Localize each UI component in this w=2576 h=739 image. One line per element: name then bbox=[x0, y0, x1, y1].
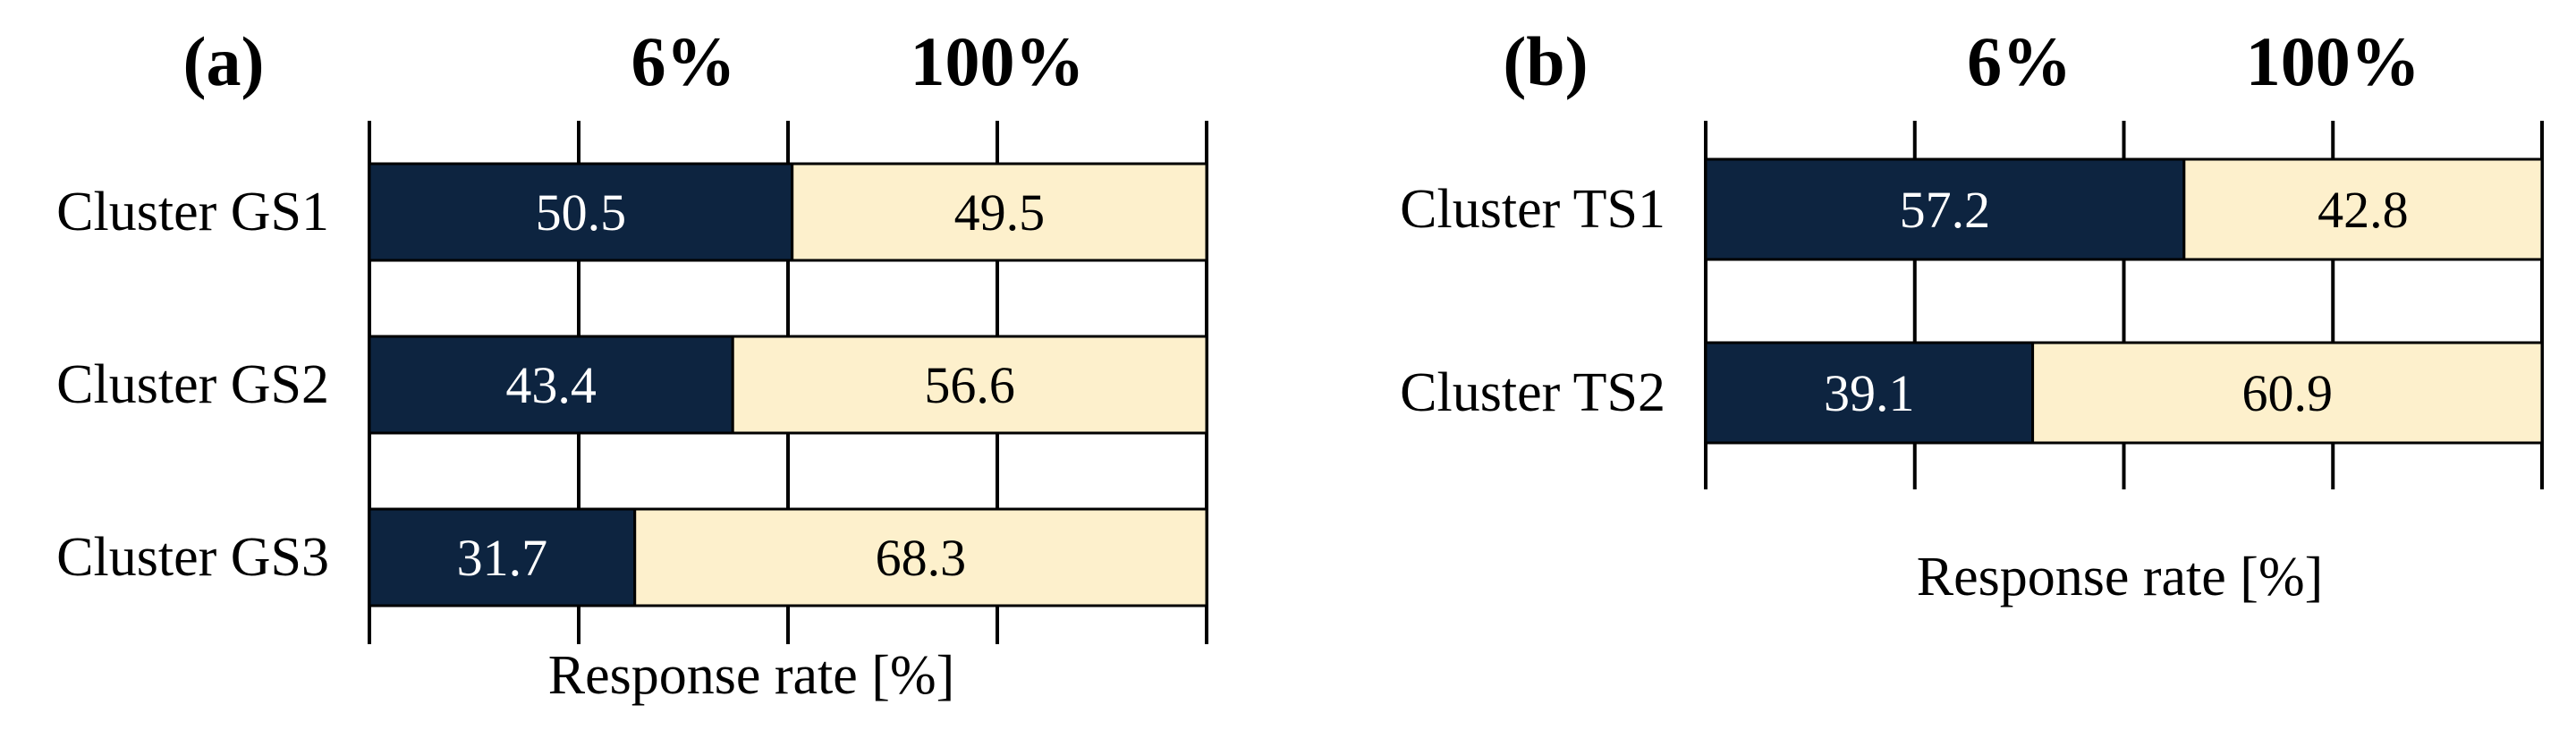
data-label: 49.5 bbox=[954, 183, 1046, 242]
bar-segment-1 bbox=[1704, 341, 2035, 445]
header-label: 6% bbox=[631, 22, 736, 100]
data-label: 31.7 bbox=[457, 529, 548, 587]
category-label: Cluster TS2 bbox=[1400, 362, 1665, 423]
data-label: 68.3 bbox=[876, 529, 967, 587]
data-label: 39.1 bbox=[1824, 364, 1915, 422]
bar-segment-1 bbox=[1704, 157, 2186, 261]
bar-segment-2 bbox=[731, 335, 1208, 435]
bar-segment-2 bbox=[633, 507, 1208, 607]
panel-label: (a) bbox=[183, 22, 265, 100]
x-axis-title: Response rate [%] bbox=[1917, 547, 2324, 607]
bar-segment-2 bbox=[2182, 157, 2544, 261]
header-label: 100% bbox=[911, 22, 1085, 100]
data-label: 56.6 bbox=[924, 356, 1015, 414]
bar-segment-1 bbox=[368, 335, 734, 435]
category-label: Cluster GS2 bbox=[56, 354, 329, 415]
data-label: 57.2 bbox=[1900, 181, 1991, 239]
bar-segment-1 bbox=[368, 507, 637, 607]
header-label: 6% bbox=[1967, 22, 2072, 100]
bar-segment-2 bbox=[2031, 341, 2544, 445]
bar-segment-1 bbox=[368, 162, 794, 262]
panel-label: (b) bbox=[1503, 22, 1588, 100]
bar-segment-2 bbox=[791, 162, 1208, 262]
header-label: 100% bbox=[2246, 22, 2420, 100]
category-label: Cluster TS1 bbox=[1400, 179, 1665, 240]
data-label: 43.4 bbox=[505, 356, 597, 414]
x-axis-title: Response rate [%] bbox=[548, 645, 955, 706]
data-label: 60.9 bbox=[2242, 364, 2334, 422]
data-label: 50.5 bbox=[536, 183, 627, 242]
data-label: 42.8 bbox=[2318, 181, 2409, 239]
category-label: Cluster GS1 bbox=[56, 182, 329, 242]
category-label: Cluster GS3 bbox=[56, 527, 329, 588]
